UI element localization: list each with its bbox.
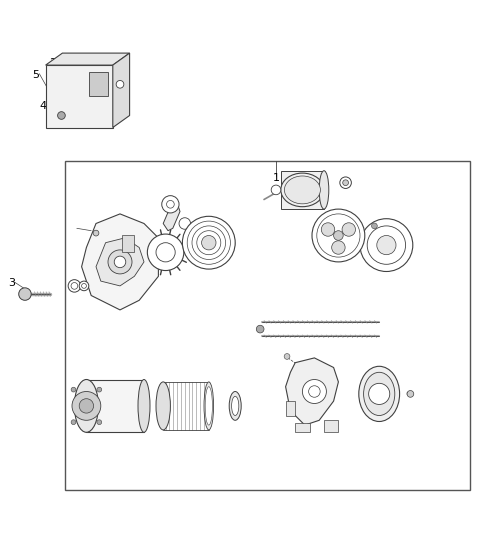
Circle shape	[116, 80, 124, 88]
Ellipse shape	[284, 176, 321, 204]
Circle shape	[162, 195, 179, 213]
Circle shape	[97, 387, 102, 392]
Circle shape	[284, 353, 290, 359]
Text: 3: 3	[9, 279, 15, 288]
Polygon shape	[46, 53, 130, 65]
Circle shape	[147, 234, 184, 270]
Circle shape	[114, 256, 126, 268]
Circle shape	[179, 218, 191, 229]
Ellipse shape	[156, 382, 170, 430]
Circle shape	[360, 219, 413, 272]
Bar	[65, 161, 470, 490]
Circle shape	[167, 200, 174, 208]
Circle shape	[302, 380, 326, 403]
Circle shape	[309, 386, 320, 397]
Ellipse shape	[319, 171, 329, 209]
Circle shape	[108, 250, 132, 274]
Circle shape	[317, 214, 360, 257]
Circle shape	[93, 230, 99, 236]
Circle shape	[312, 209, 365, 262]
Circle shape	[372, 223, 377, 229]
Circle shape	[71, 282, 78, 289]
Circle shape	[19, 288, 31, 300]
Polygon shape	[86, 380, 144, 432]
Circle shape	[182, 216, 235, 269]
Ellipse shape	[138, 380, 150, 432]
Circle shape	[343, 180, 348, 186]
Circle shape	[79, 399, 94, 413]
Circle shape	[58, 112, 65, 119]
Circle shape	[321, 223, 335, 236]
Polygon shape	[113, 53, 130, 128]
Bar	[281, 171, 324, 209]
Polygon shape	[82, 214, 158, 310]
Bar	[89, 72, 108, 96]
Text: 4: 4	[40, 101, 47, 111]
Text: 1: 1	[273, 173, 279, 183]
Ellipse shape	[281, 173, 324, 207]
Ellipse shape	[205, 387, 212, 425]
Polygon shape	[46, 65, 113, 128]
Circle shape	[72, 392, 101, 420]
Ellipse shape	[229, 392, 241, 420]
Polygon shape	[96, 238, 144, 286]
Ellipse shape	[231, 396, 239, 415]
Bar	[295, 422, 310, 432]
Circle shape	[332, 241, 345, 254]
Circle shape	[377, 236, 396, 255]
Circle shape	[71, 420, 76, 425]
Circle shape	[367, 226, 406, 264]
Circle shape	[197, 231, 221, 255]
Text: 2: 2	[49, 58, 56, 68]
Circle shape	[97, 420, 102, 425]
Circle shape	[256, 325, 264, 333]
Polygon shape	[163, 204, 180, 231]
Bar	[122, 236, 134, 252]
Text: 5: 5	[33, 70, 39, 80]
Circle shape	[340, 177, 351, 188]
Polygon shape	[286, 358, 338, 425]
Circle shape	[192, 226, 226, 260]
Circle shape	[342, 223, 356, 236]
Circle shape	[82, 283, 86, 288]
Ellipse shape	[74, 380, 98, 432]
Circle shape	[187, 221, 230, 264]
Bar	[286, 401, 295, 415]
Ellipse shape	[364, 372, 395, 415]
Circle shape	[79, 281, 89, 291]
Circle shape	[156, 243, 175, 262]
Circle shape	[407, 390, 414, 397]
Circle shape	[369, 383, 390, 405]
Circle shape	[68, 280, 81, 292]
Circle shape	[202, 236, 216, 250]
Circle shape	[271, 185, 281, 195]
Circle shape	[71, 387, 76, 392]
Bar	[324, 420, 338, 432]
Circle shape	[334, 231, 343, 241]
Ellipse shape	[359, 367, 399, 421]
Ellipse shape	[204, 382, 214, 430]
